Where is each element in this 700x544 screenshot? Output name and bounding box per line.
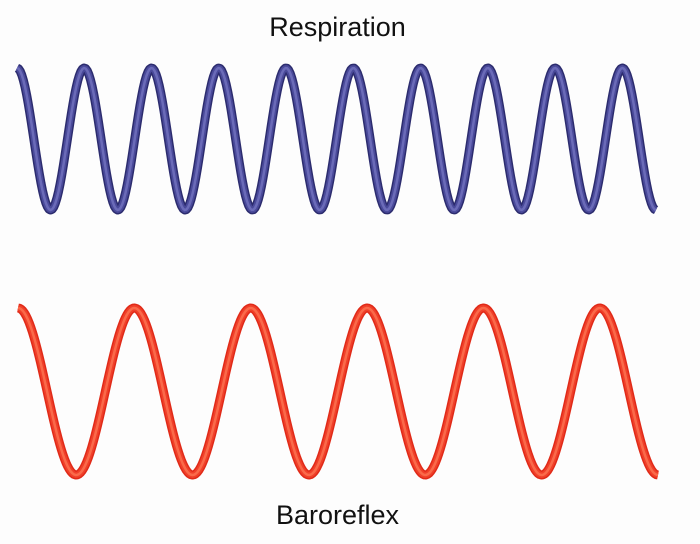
wave-highlight [16, 66, 657, 212]
wave-highlight [17, 306, 659, 477]
respiration-wave [14, 63, 659, 215]
baroreflex-label: Baroreflex [275, 500, 400, 530]
baroreflex-wave [15, 303, 661, 480]
respiration-label: Respiration [269, 12, 406, 42]
